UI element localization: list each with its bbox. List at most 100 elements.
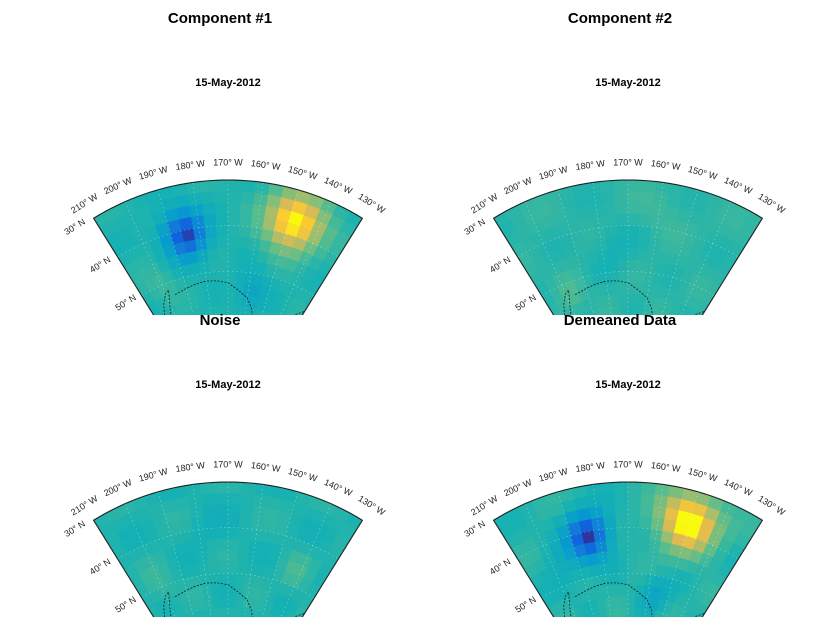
lon-tick-label: 180° W — [175, 460, 206, 474]
heatmap-cell — [217, 561, 229, 574]
lon-tick-label: 150° W — [687, 164, 719, 182]
heatmap-cell — [649, 528, 664, 543]
coastline — [163, 590, 172, 617]
meridian-line — [644, 182, 664, 315]
lon-tick-label: 190° W — [138, 466, 170, 484]
panel-title: Demeaned Data — [563, 312, 677, 329]
heatmap-cell — [553, 310, 563, 315]
heatmap-cell — [214, 504, 229, 517]
lon-tick-label: 170° W — [213, 459, 243, 469]
heatmap-cell — [213, 607, 222, 617]
heatmap-cell — [650, 215, 665, 229]
heatmap-cell — [669, 603, 682, 617]
coastlines — [563, 280, 705, 315]
heatmap-cell — [191, 215, 206, 229]
lat-tick-label: 40° N — [88, 254, 112, 274]
heatmap-cell — [627, 225, 640, 238]
meridian-line — [524, 503, 576, 617]
heatmap-cell — [276, 606, 289, 617]
lat-tick-label: 50° N — [113, 594, 137, 614]
heatmap-cell — [227, 271, 238, 284]
heatmap-cell — [234, 305, 243, 315]
heatmap-cell — [213, 305, 222, 315]
heatmap-cell — [227, 504, 242, 517]
heatmap-cell — [639, 214, 653, 228]
heatmap-cell — [269, 603, 282, 617]
heatmap-cell — [578, 614, 587, 617]
heatmap-cell — [627, 595, 637, 609]
coastline — [694, 311, 705, 315]
heatmap-cell — [204, 225, 218, 239]
heatmap-cell — [249, 226, 264, 241]
heatmap-cell — [636, 271, 647, 285]
meridian-line — [124, 201, 176, 315]
panel-component-2: Component #2 15-May-2012 210° W 200° W 190°… — [410, 0, 830, 315]
lon-tick-label: 130° W — [756, 493, 787, 517]
heatmap-cell — [636, 259, 648, 273]
heatmap-cell — [627, 259, 639, 272]
heatmap-cell — [200, 272, 212, 286]
heatmap-cell — [249, 528, 264, 543]
heatmap-cell — [603, 214, 617, 228]
lat-tick-label: 40° N — [488, 556, 512, 576]
heatmap-cell — [196, 551, 209, 565]
panel-title: Component #2 — [567, 10, 673, 27]
heatmap-cell — [217, 259, 229, 272]
heatmap-cell — [610, 282, 621, 296]
heatmap-cell — [214, 202, 229, 215]
heatmap-cell — [636, 573, 647, 587]
heatmap-cell — [220, 305, 229, 315]
heatmap-cell — [591, 517, 606, 531]
coastline — [574, 582, 653, 617]
heatmap-cell — [204, 527, 218, 541]
heatmap-cell — [693, 310, 703, 315]
heatmap-cell — [284, 609, 296, 617]
heatmap-cell — [199, 180, 215, 194]
heatmap-cell — [227, 282, 237, 295]
heatmap-cell — [227, 305, 236, 315]
lat-tick-label: 40° N — [88, 556, 112, 576]
heatmap-cell — [295, 300, 309, 315]
parallel-line — [117, 225, 339, 258]
heatmap-cell — [693, 612, 703, 617]
heatmap-cell — [627, 493, 642, 506]
heatmap-cell — [178, 312, 187, 315]
heatmap-cell — [239, 516, 253, 530]
coastline — [294, 613, 305, 617]
heatmap-cell — [293, 310, 303, 315]
heatmap-cell — [600, 272, 612, 286]
lon-tick-label: 180° W — [175, 158, 206, 172]
heatmap-cell — [596, 249, 609, 263]
heatmap-cell — [617, 561, 629, 574]
lon-tick-label: 190° W — [538, 466, 570, 484]
heatmap-cell — [227, 236, 240, 250]
heatmap-cell — [639, 504, 655, 518]
heatmap-cell — [237, 248, 249, 262]
heatmap-cell — [634, 607, 643, 617]
heatmap-cell — [684, 307, 696, 315]
heatmap-cell — [600, 574, 612, 588]
heatmap-cell — [210, 584, 221, 598]
heatmap-cell — [695, 602, 709, 617]
heatmap-cell — [627, 504, 642, 517]
heatmap-cell — [578, 312, 587, 315]
meridian-line — [261, 189, 299, 315]
heatmap-cell — [627, 573, 638, 586]
heatmap-cell — [236, 561, 248, 575]
lon-tick-label: 200° W — [102, 175, 134, 196]
heatmap-cell — [652, 505, 667, 520]
heatmap-cell — [185, 310, 195, 315]
heatmap-cell — [227, 573, 238, 586]
heatmap-cell — [210, 282, 221, 296]
heatmap-cell — [189, 203, 204, 218]
heatmap-cell — [276, 304, 289, 315]
heatmap-cell — [627, 550, 639, 563]
lon-tick-label: 150° W — [287, 164, 319, 182]
heatmap-cell — [599, 482, 615, 496]
heatmap-cell — [695, 300, 709, 315]
heatmap-cell — [639, 516, 653, 530]
heatmap-cell — [669, 312, 678, 315]
coastline — [563, 590, 572, 617]
heatmap-cell — [216, 538, 229, 552]
heatmap-cell — [250, 215, 265, 229]
